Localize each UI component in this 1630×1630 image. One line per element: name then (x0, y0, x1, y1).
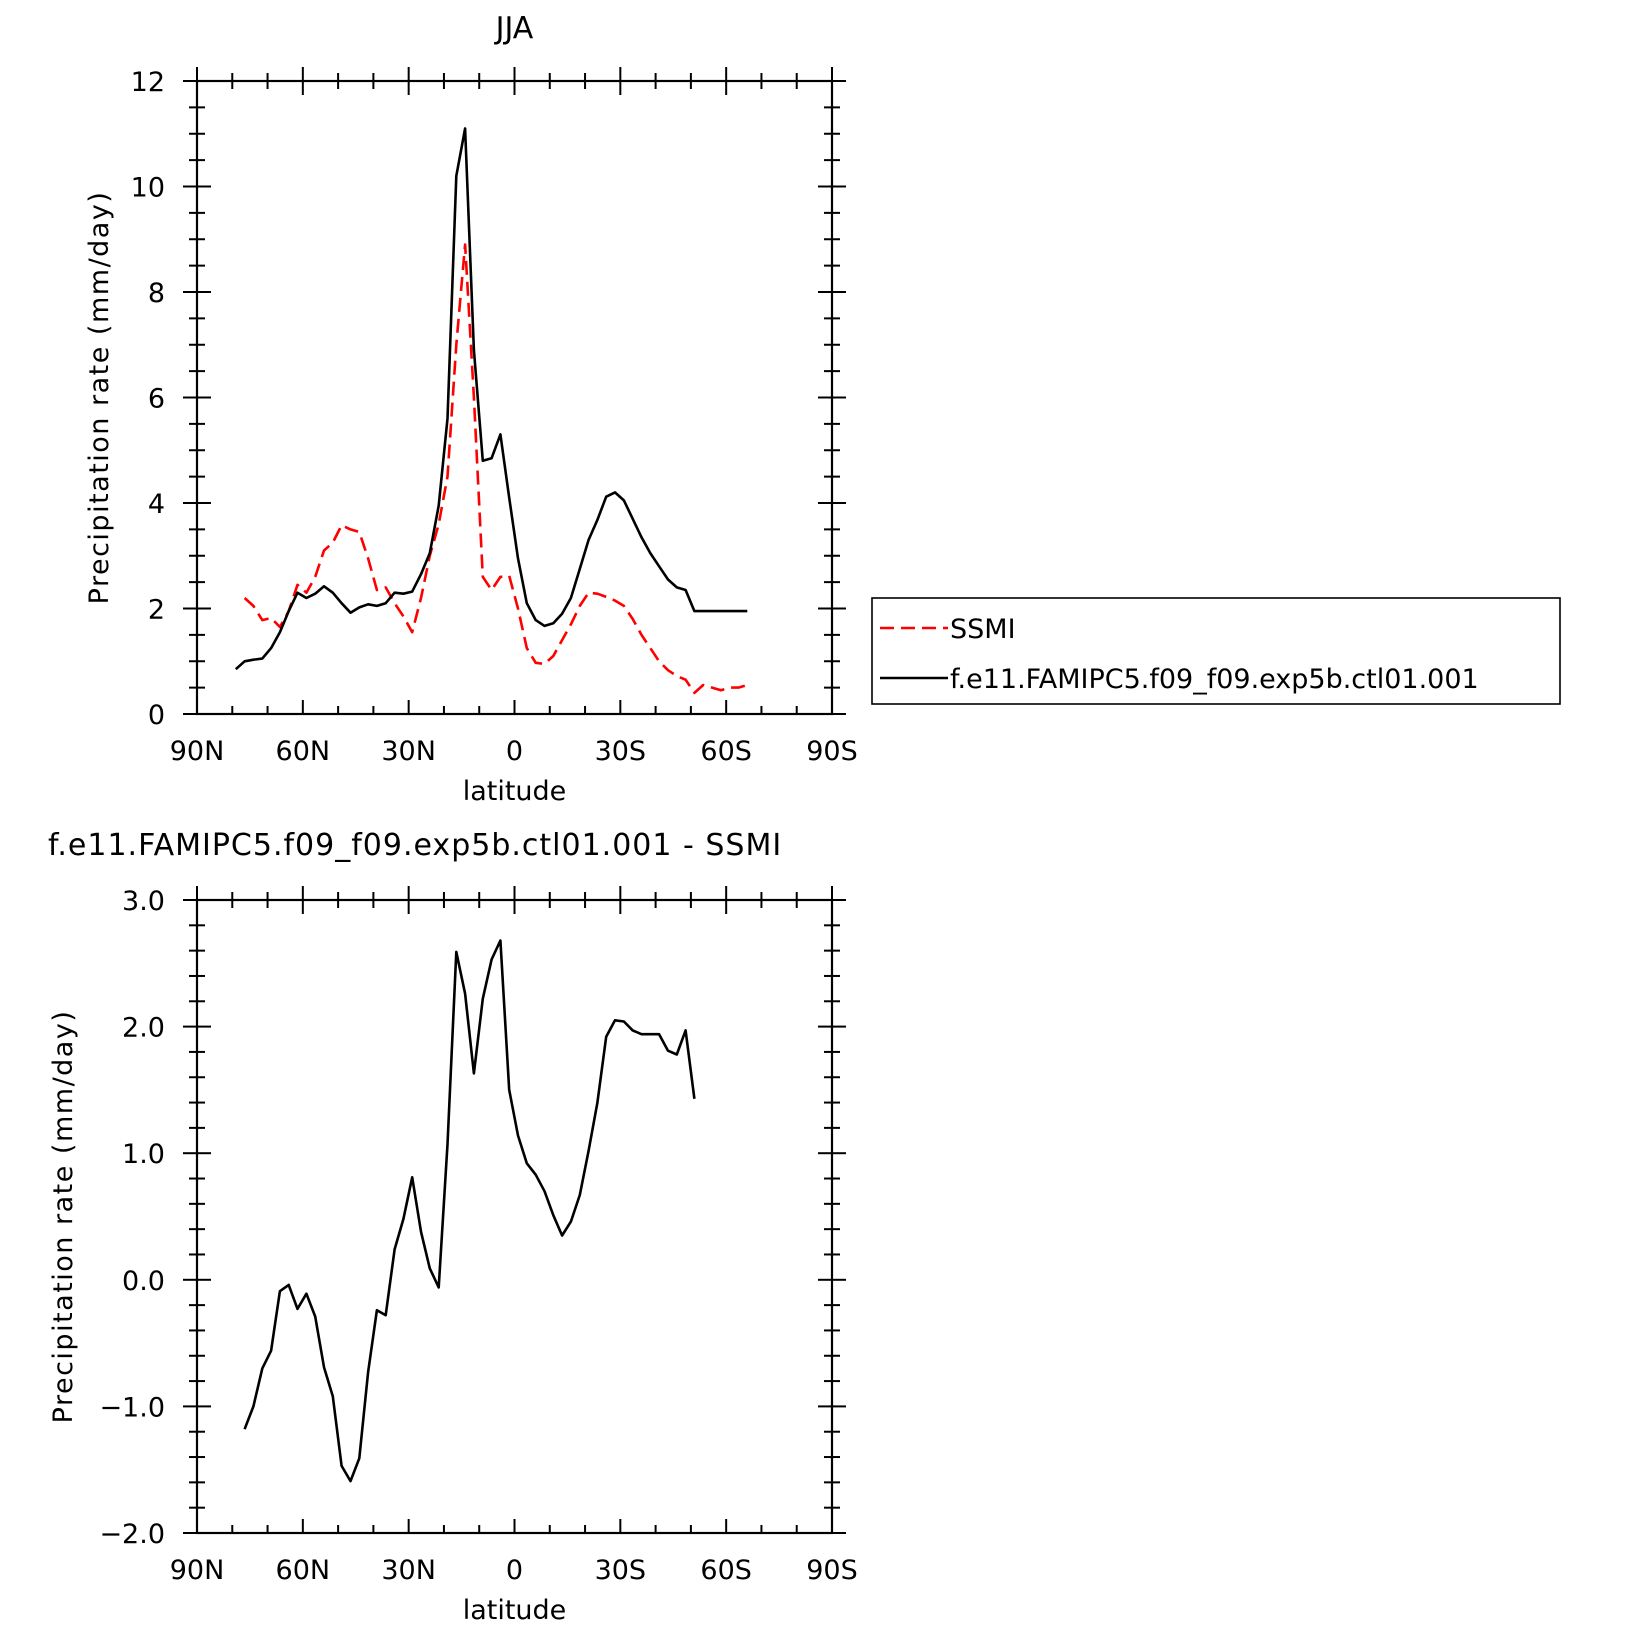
y-axis-title: Precipitation rate (mm/day) (48, 1010, 79, 1424)
x-tick-label: 30S (595, 1555, 647, 1586)
y-tick-label: 8 (148, 278, 165, 309)
x-tick-label: 0 (506, 1555, 523, 1586)
y-tick-label: 6 (148, 384, 165, 415)
x-tick-label: 60N (276, 1555, 331, 1586)
y-tick-label: 12 (131, 67, 165, 98)
y-tick-label: 0 (148, 700, 165, 731)
y-tick-label: 10 (131, 173, 165, 204)
y-tick-label: 3.0 (122, 886, 165, 917)
x-tick-label: 30N (381, 736, 436, 767)
legend: SSMI f.e11.FAMIPC5.f09_f09.exp5b.ctl01.00… (871, 597, 1561, 705)
x-tick-label: 90N (170, 736, 225, 767)
y-tick-label: 2.0 (122, 1013, 165, 1044)
series-line-ssmi (243, 243, 748, 695)
series-line-f-e11-famipc5-f09-f09-exp5b-ctl01-001 (234, 127, 748, 671)
chart-panel-2: f.e11.FAMIPC5.f09_f09.exp5b.ctl01.001 - … (48, 828, 858, 1626)
legend-label: f.e11.FAMIPC5.f09_f09.exp5b.ctl01.001 (950, 664, 1479, 695)
y-axis-title: Precipitation rate (mm/day) (84, 191, 115, 605)
x-tick-label: 60S (700, 736, 752, 767)
x-tick-label: 30S (595, 736, 647, 767)
legend-label: SSMI (950, 614, 1016, 645)
chart-title: f.e11.FAMIPC5.f09_f09.exp5b.ctl01.001 - … (48, 828, 782, 863)
x-axis-title: latitude (463, 1595, 567, 1626)
x-tick-label: 90S (806, 1555, 858, 1586)
x-tick-label: 30N (381, 1555, 436, 1586)
plot-frame (195, 898, 834, 1535)
x-axis-title: latitude (463, 776, 567, 807)
y-tick-label: −2.0 (99, 1519, 165, 1550)
y-tick-label: −1.0 (99, 1392, 165, 1423)
legend-box (871, 597, 1561, 705)
x-tick-label: 60N (276, 736, 331, 767)
chart-panel-1: JJA 90N 60N 30N 0 30S 60S 90S 0 2 4 6 8 10 12 latitude P… (84, 11, 1561, 807)
series-line-difference (243, 939, 696, 1483)
y-tick-label: 4 (148, 489, 165, 520)
y-tick-label: 2 (148, 595, 165, 626)
plot-frame (195, 79, 834, 716)
x-tick-label: 90N (170, 1555, 225, 1586)
chart-title: JJA (494, 11, 534, 46)
y-tick-label: 0.0 (122, 1266, 165, 1297)
x-tick-label: 90S (806, 736, 858, 767)
x-tick-label: 60S (700, 1555, 752, 1586)
y-tick-label: 1.0 (122, 1139, 165, 1170)
x-tick-label: 0 (506, 736, 523, 767)
